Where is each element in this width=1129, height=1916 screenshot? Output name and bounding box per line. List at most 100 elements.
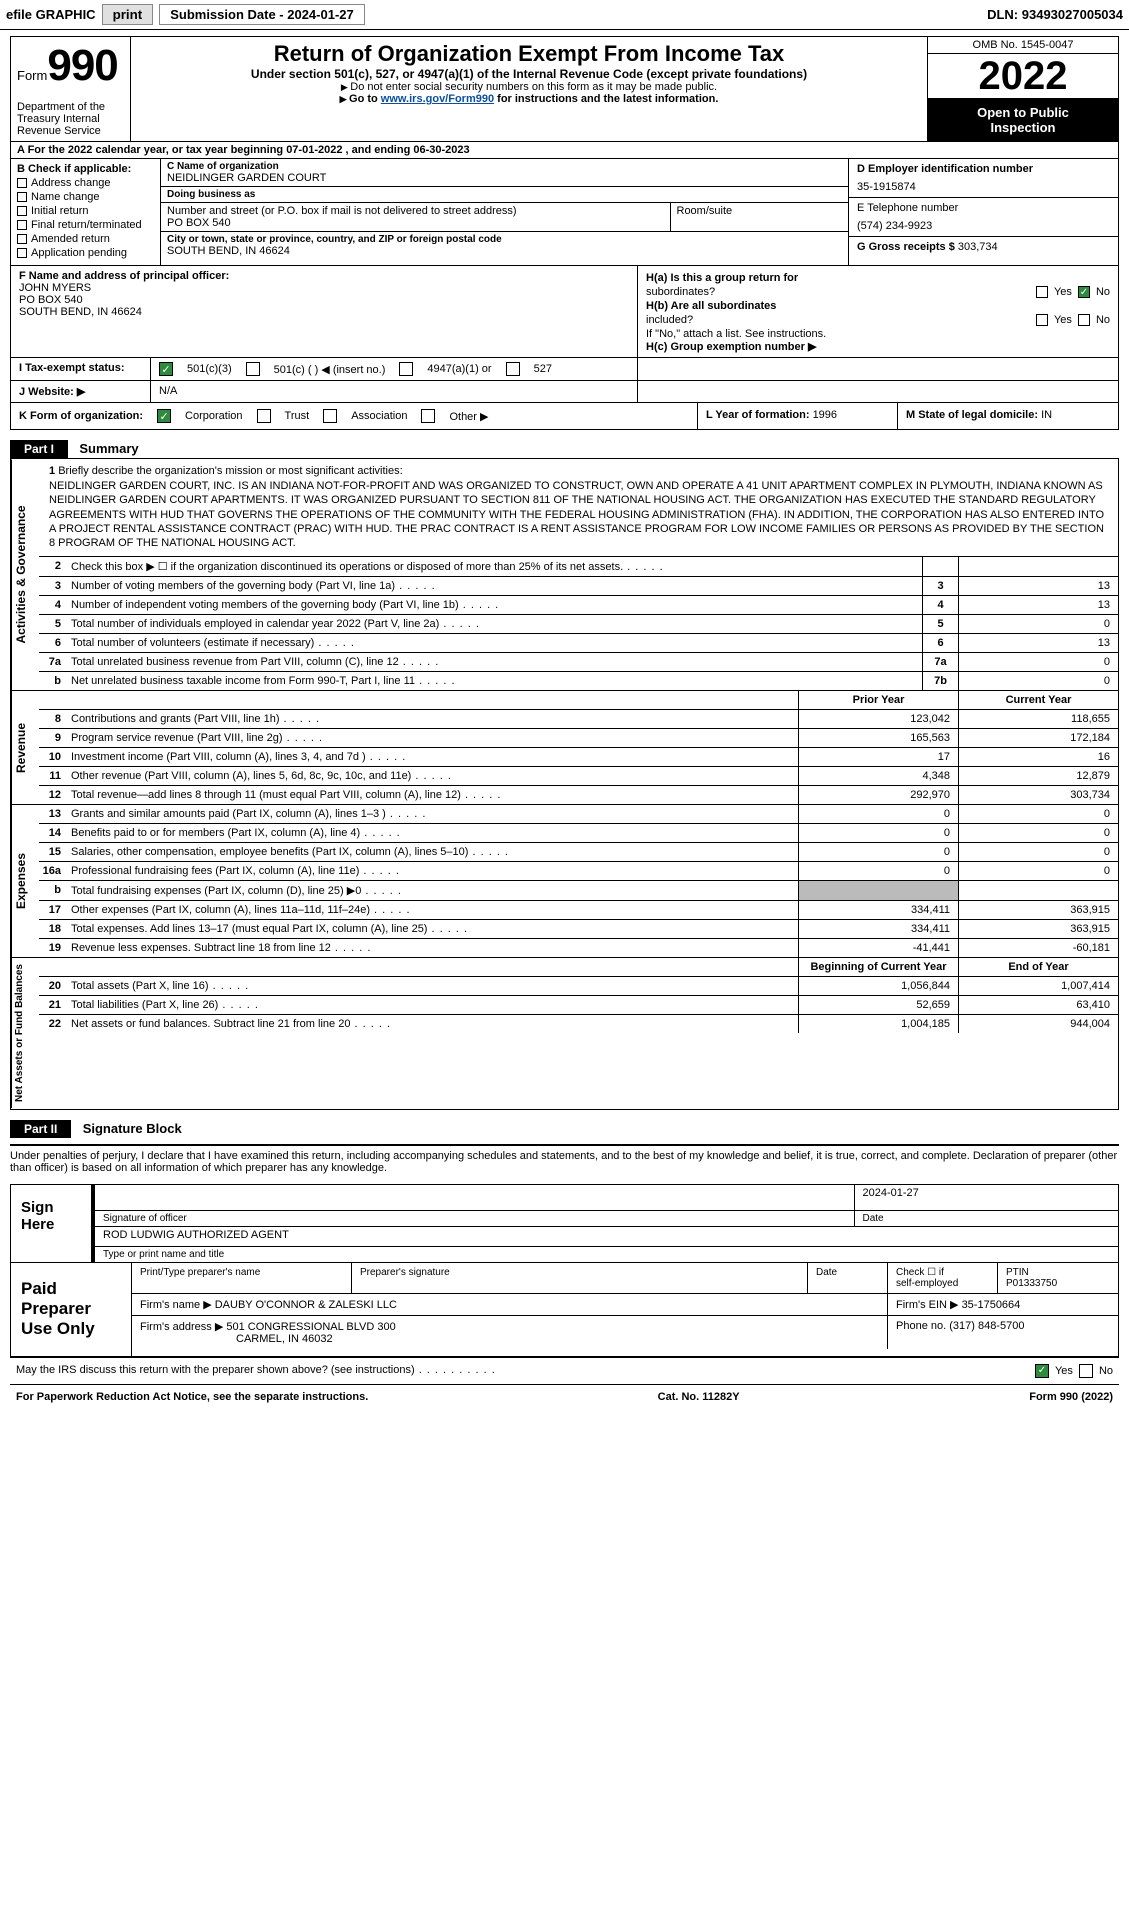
chk-corp[interactable]: ✓ <box>157 409 171 423</box>
summary-line: 22Net assets or fund balances. Subtract … <box>39 1015 1118 1033</box>
part2-header: Part II Signature Block <box>10 1110 1119 1138</box>
footer-final: For Paperwork Reduction Act Notice, see … <box>10 1384 1119 1409</box>
chk-527[interactable] <box>506 362 520 376</box>
form-subtitle: Under section 501(c), 527, or 4947(a)(1)… <box>139 67 919 81</box>
hb-note: If "No," attach a list. See instructions… <box>646 328 1110 340</box>
hb-yes[interactable] <box>1036 314 1048 326</box>
ein-value: 35-1915874 <box>857 181 1110 193</box>
net-body: Beginning of Current Year End of Year 20… <box>39 958 1118 1108</box>
summary-line: 8Contributions and grants (Part VIII, li… <box>39 710 1118 729</box>
summary-line: 9Program service revenue (Part VIII, lin… <box>39 729 1118 748</box>
dept-label: Department of the Treasury Internal Reve… <box>17 101 124 137</box>
form-header: Form 990 Department of the Treasury Inte… <box>10 36 1119 142</box>
firm-addr1: 501 CONGRESSIONAL BLVD 300 <box>226 1321 395 1333</box>
firm-addr2: CARMEL, IN 46032 <box>140 1333 879 1345</box>
room-label: Room/suite <box>677 205 843 217</box>
summary-line: 20Total assets (Part X, line 16)1,056,84… <box>39 977 1118 996</box>
dba-label: Doing business as <box>167 189 842 200</box>
ein-label: D Employer identification number <box>857 163 1110 175</box>
street-value: PO BOX 540 <box>167 217 664 229</box>
form-word: Form <box>17 68 47 83</box>
form-number: 990 <box>47 41 117 91</box>
phone-label: E Telephone number <box>857 202 1110 214</box>
cb-name-change[interactable]: Name change <box>17 191 154 203</box>
city-value: SOUTH BEND, IN 46624 <box>167 245 842 257</box>
ha-yes[interactable] <box>1036 286 1048 298</box>
cat-no: Cat. No. 11282Y <box>559 1389 839 1405</box>
cb-application-pending[interactable]: Application pending <box>17 247 154 259</box>
chk-501c3[interactable]: ✓ <box>159 362 173 376</box>
cb-initial-return[interactable]: Initial return <box>17 205 154 217</box>
row-j: J Website: ▶ N/A <box>10 381 1119 403</box>
strip-activities: Activities & Governance <box>11 459 39 690</box>
state-domicile: M State of legal domicile: IN <box>898 403 1118 429</box>
chk-4947[interactable] <box>399 362 413 376</box>
mission-block: 1 Briefly describe the organization's mi… <box>39 459 1118 557</box>
summary-line: 17Other expenses (Part IX, column (A), l… <box>39 901 1118 920</box>
summary-line: 7aTotal unrelated business revenue from … <box>39 653 1118 672</box>
chk-trust[interactable] <box>257 409 271 423</box>
strip-net: Net Assets or Fund Balances <box>11 958 39 1108</box>
summary-line: 6Total number of volunteers (estimate if… <box>39 634 1118 653</box>
form-title: Return of Organization Exempt From Incom… <box>139 41 919 67</box>
cb-amended-return[interactable]: Amended return <box>17 233 154 245</box>
revenue-body: Prior Year Current Year 8Contributions a… <box>39 691 1118 804</box>
header-left: Form 990 Department of the Treasury Inte… <box>11 37 131 141</box>
discuss-no[interactable] <box>1079 1364 1093 1378</box>
sig-officer-label: Signature of officer <box>95 1211 855 1226</box>
principal-officer: F Name and address of principal officer:… <box>11 266 638 357</box>
summary-line: 18Total expenses. Add lines 13–17 (must … <box>39 920 1118 939</box>
mission-text: NEIDLINGER GARDEN COURT, INC. IS AN INDI… <box>49 479 1108 550</box>
firm-phone: (317) 848-5700 <box>949 1320 1024 1332</box>
gross-receipts: G Gross receipts $ 303,734 <box>849 237 1118 257</box>
row-i: I Tax-exempt status: ✓501(c)(3) 501(c) (… <box>10 358 1119 381</box>
org-name-label: C Name of organization <box>167 161 842 172</box>
expenses-body: 13Grants and similar amounts paid (Part … <box>39 805 1118 957</box>
tax-year: 2022 <box>928 54 1118 98</box>
row-klm: K Form of organization: ✓Corporation Tru… <box>10 403 1119 430</box>
summary-line: 14Benefits paid to or for members (Part … <box>39 824 1118 843</box>
row-f-h: F Name and address of principal officer:… <box>10 266 1119 358</box>
form-ref: Form 990 (2022) <box>839 1389 1119 1405</box>
chk-assoc[interactable] <box>323 409 337 423</box>
ssn-notice: Do not enter social security numbers on … <box>139 81 919 93</box>
chk-501c[interactable] <box>246 362 260 376</box>
summary-line: 16aProfessional fundraising fees (Part I… <box>39 862 1118 881</box>
ha-no[interactable]: ✓ <box>1078 286 1090 298</box>
street-label: Number and street (or P.O. box if mail i… <box>167 205 664 217</box>
summary-line: 3Number of voting members of the governi… <box>39 577 1118 596</box>
print-button[interactable]: print <box>102 4 154 25</box>
summary-line: 13Grants and similar amounts paid (Part … <box>39 805 1118 824</box>
group-return: H(a) Is this a group return for subordin… <box>638 266 1118 357</box>
sign-here-block: Sign Here 2024-01-27 Signature of office… <box>10 1184 1119 1263</box>
col-b-header: B Check if applicable: <box>17 163 154 175</box>
hc-line: H(c) Group exemption number ▶ <box>646 340 1110 353</box>
phone-value: (574) 234-9923 <box>857 220 1110 232</box>
part1-header: Part I Summary <box>10 430 1119 458</box>
inspection-notice: Open to Public Inspection <box>928 98 1118 141</box>
summary-line: bTotal fundraising expenses (Part IX, co… <box>39 881 1118 901</box>
header-mid: Return of Organization Exempt From Incom… <box>131 37 928 141</box>
summary-line: 2Check this box ▶ ☐ if the organization … <box>39 557 1118 577</box>
omb-number: OMB No. 1545-0047 <box>928 37 1118 54</box>
cb-address-change[interactable]: Address change <box>17 177 154 189</box>
summary-line: 19Revenue less expenses. Subtract line 1… <box>39 939 1118 957</box>
efile-label: efile GRAPHIC <box>6 7 96 22</box>
form-990: Form 990 Department of the Treasury Inte… <box>0 30 1129 1419</box>
hb-no[interactable] <box>1078 314 1090 326</box>
row-a-period: A For the 2022 calendar year, or tax yea… <box>10 142 1119 159</box>
col-c: C Name of organization NEIDLINGER GARDEN… <box>161 159 848 265</box>
entity-block: B Check if applicable: Address change Na… <box>10 159 1119 266</box>
chk-other[interactable] <box>421 409 435 423</box>
discuss-row: May the IRS discuss this return with the… <box>10 1357 1119 1384</box>
irs-link[interactable]: www.irs.gov/Form990 <box>381 93 494 105</box>
summary-line: 11Other revenue (Part VIII, column (A), … <box>39 767 1118 786</box>
discuss-yes[interactable]: ✓ <box>1035 1364 1049 1378</box>
year-formation: L Year of formation: 1996 <box>698 403 898 429</box>
cb-final-return[interactable]: Final return/terminated <box>17 219 154 231</box>
officer-name: ROD LUDWIG AUTHORIZED AGENT <box>95 1227 1118 1246</box>
header-right: OMB No. 1545-0047 2022 Open to Public In… <box>928 37 1118 141</box>
summary-line: 4Number of independent voting members of… <box>39 596 1118 615</box>
dln: DLN: 93493027005034 <box>987 7 1123 22</box>
summary-line: 5Total number of individuals employed in… <box>39 615 1118 634</box>
